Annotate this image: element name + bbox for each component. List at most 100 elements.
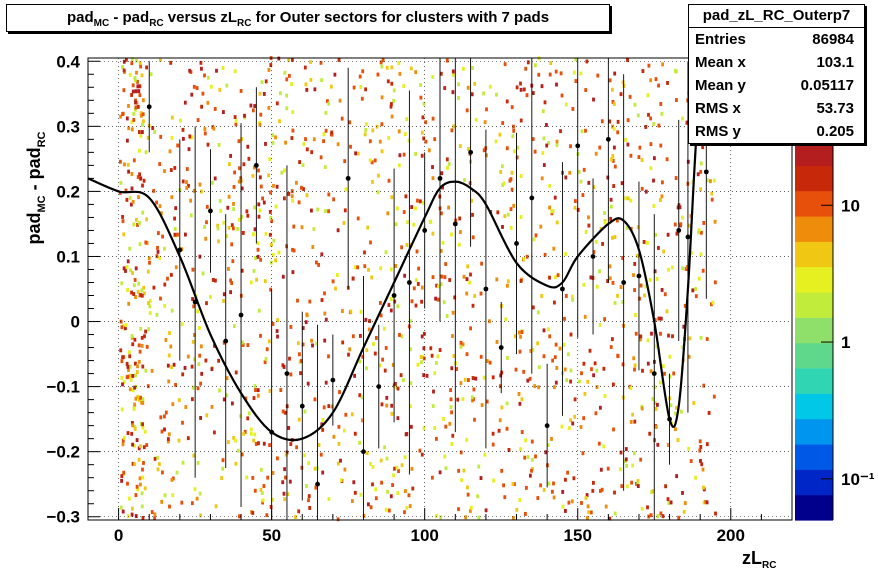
heatmap-cell: [295, 180, 298, 185]
y-tick-label: −0.1: [46, 378, 80, 397]
heatmap-cell: [587, 215, 590, 220]
heatmap-cell: [232, 324, 236, 329]
heatmap-cell: [676, 438, 680, 442]
heatmap-cell: [424, 120, 428, 125]
heatmap-cell: [361, 354, 365, 359]
heatmap-cell: [507, 448, 511, 452]
heatmap-cell: [381, 58, 385, 63]
heatmap-cell: [651, 489, 655, 494]
heatmap-cell: [458, 216, 462, 221]
color-scale-label: 10⁻¹: [841, 470, 875, 489]
heatmap-cell: [448, 278, 452, 282]
heatmap-cell: [264, 142, 267, 146]
heatmap-cell: [646, 93, 650, 98]
profile-point: [468, 149, 474, 155]
heatmap-cell: [126, 138, 129, 143]
color-scale-band: [795, 368, 833, 394]
heatmap-cell: [400, 463, 404, 468]
heatmap-cell: [660, 194, 664, 199]
heatmap-cell: [193, 357, 196, 362]
heatmap-cell: [182, 136, 185, 141]
heatmap-cell: [191, 297, 194, 301]
heatmap-cell: [176, 143, 180, 148]
heatmap-cell: [131, 374, 135, 378]
heatmap-cell: [593, 361, 597, 366]
heatmap-cell: [606, 175, 610, 180]
heatmap-cell: [139, 111, 143, 116]
heatmap-cell: [312, 137, 316, 142]
heatmap-cell: [398, 71, 402, 76]
heatmap-cell: [420, 299, 423, 304]
heatmap-cell: [389, 308, 393, 313]
profile-point: [590, 254, 596, 259]
heatmap-cell: [696, 172, 700, 177]
heatmap-cell: [466, 85, 470, 90]
heatmap-cell: [257, 202, 261, 207]
heatmap-cell: [153, 456, 157, 461]
heatmap-cell: [231, 401, 234, 406]
heatmap-cell: [386, 211, 390, 216]
heatmap-cell: [409, 347, 412, 352]
heatmap-cell: [303, 409, 307, 414]
heatmap-cell: [225, 376, 229, 381]
heatmap-cell: [197, 362, 201, 367]
heatmap-cell: [450, 366, 454, 371]
heatmap-cell: [502, 483, 505, 488]
heatmap-cell: [496, 210, 500, 215]
heatmap-cell: [525, 254, 529, 259]
heatmap-cell: [246, 213, 250, 218]
heatmap-cell: [227, 194, 231, 199]
heatmap-cell: [320, 78, 323, 83]
heatmap-cell: [383, 368, 387, 373]
heatmap-cell: [161, 234, 164, 239]
heatmap-cell: [222, 397, 226, 402]
heatmap-cell: [610, 204, 613, 209]
heatmap-cell: [396, 416, 400, 421]
heatmap-cell: [450, 128, 454, 133]
heatmap-cell: [491, 375, 495, 380]
heatmap-cell: [336, 142, 340, 147]
heatmap-cell: [276, 334, 279, 339]
heatmap-cell: [255, 277, 258, 282]
heatmap-cell: [120, 325, 124, 330]
heatmap-cell: [560, 424, 564, 429]
heatmap-cell: [331, 279, 335, 284]
heatmap-cell: [291, 198, 294, 203]
heatmap-cell: [360, 418, 364, 423]
heatmap-cell: [472, 387, 476, 392]
heatmap-cell: [129, 377, 133, 382]
heatmap-cell: [258, 208, 262, 213]
heatmap-cell: [637, 155, 641, 159]
heatmap-cell: [249, 280, 253, 285]
heatmap-cell: [146, 384, 150, 389]
heatmap-cell: [420, 334, 424, 339]
heatmap-cell: [534, 233, 538, 238]
heatmap-cell: [384, 507, 388, 512]
heatmap-cell: [237, 217, 241, 222]
heatmap-cell: [585, 59, 589, 64]
heatmap-cell: [134, 98, 137, 103]
heatmap-cell: [348, 347, 352, 352]
heatmap-cell: [268, 389, 272, 393]
heatmap-cell: [633, 451, 636, 456]
heatmap-cell: [675, 98, 678, 102]
heatmap-cell: [553, 300, 556, 305]
heatmap-cell: [419, 355, 423, 360]
heatmap-cell: [603, 211, 606, 215]
heatmap-cell: [679, 222, 683, 227]
heatmap-cell: [359, 492, 363, 497]
heatmap-cell: [642, 240, 646, 244]
heatmap-cell: [169, 168, 173, 172]
heatmap-cell: [118, 191, 122, 195]
heatmap-cell: [394, 382, 397, 386]
heatmap-cell: [613, 71, 617, 76]
heatmap-cell: [712, 178, 716, 183]
heatmap-cell: [697, 276, 701, 281]
heatmap-cell: [599, 405, 602, 410]
heatmap-cell: [138, 476, 142, 481]
color-scale-band: [795, 444, 833, 470]
heatmap-cell: [236, 227, 239, 231]
heatmap-cell: [272, 238, 276, 243]
heatmap-cell: [136, 394, 140, 399]
